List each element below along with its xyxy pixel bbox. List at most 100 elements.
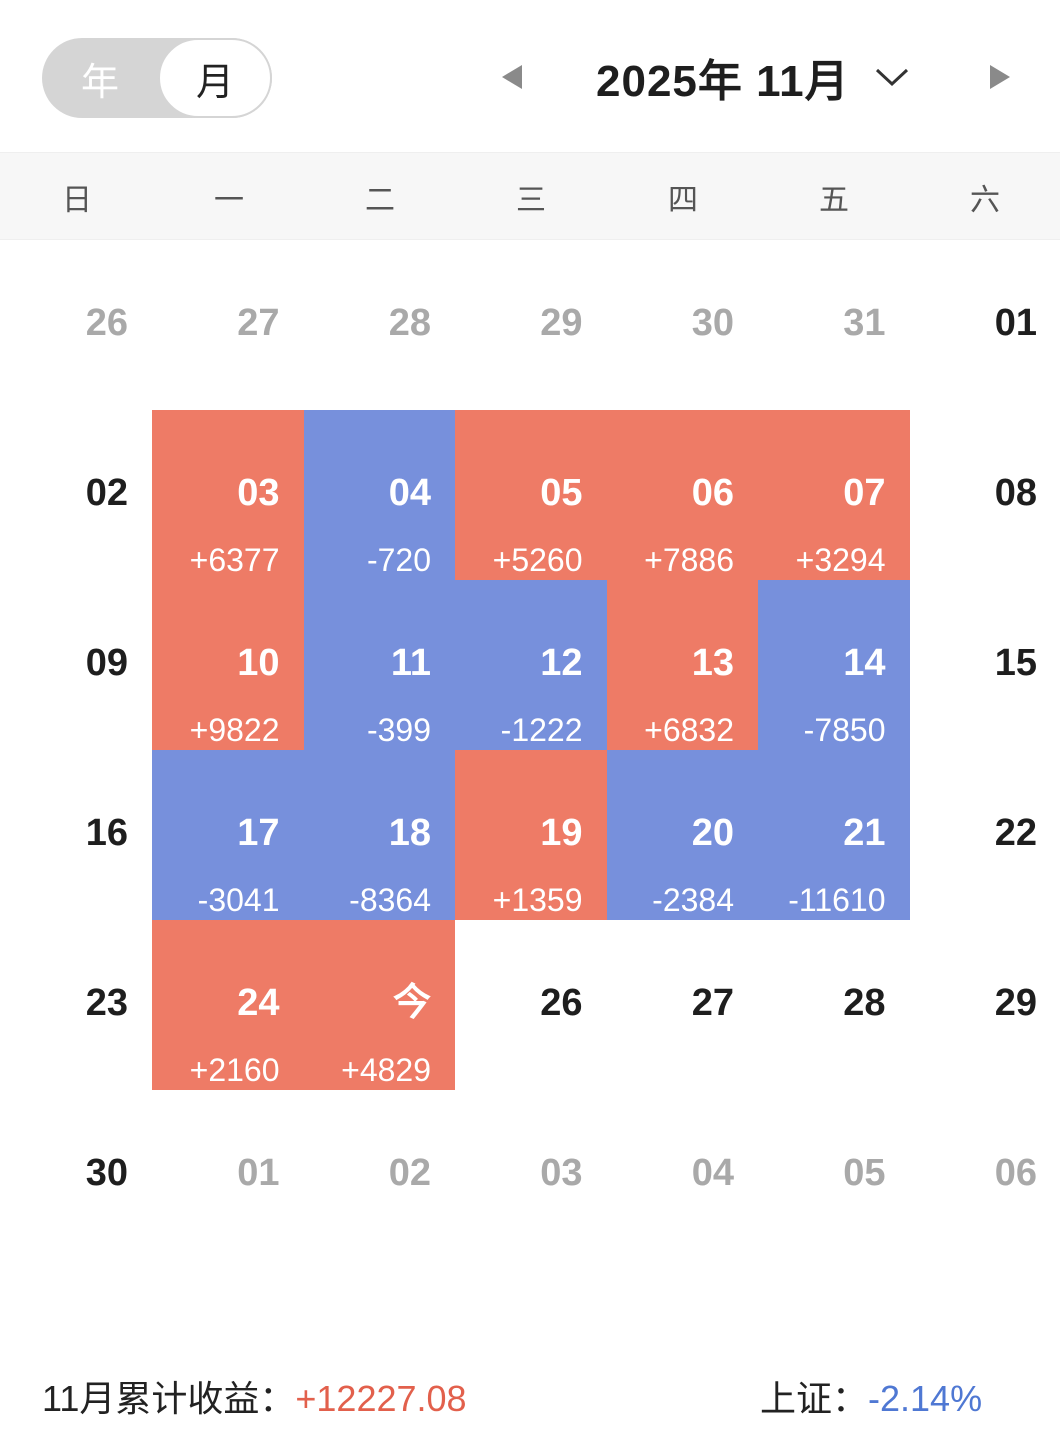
day-number: 01	[994, 302, 1037, 344]
day-cell[interactable]: 29	[910, 920, 1060, 1090]
day-pnl: +5260	[492, 542, 583, 578]
day-number: 02	[388, 1152, 431, 1194]
summary-label: 11月累计收益：	[42, 1378, 296, 1419]
day-cell[interactable]: 26	[455, 920, 607, 1090]
day-cell-down[interactable]: 20 -2384	[606, 750, 758, 920]
monthly-summary: 11月累计收益：+12227.08	[42, 1370, 467, 1422]
day-cell[interactable]: 06	[910, 1090, 1060, 1260]
year-month-toggle[interactable]: 年 月	[42, 38, 272, 118]
day-cell[interactable]: 09	[1, 580, 153, 750]
day-pnl: -720	[366, 542, 431, 578]
day-number: 23	[85, 982, 128, 1024]
day-cell-down[interactable]: 17 -3041	[152, 750, 304, 920]
month-picker[interactable]: 2025年 11月	[596, 44, 910, 110]
day-number: 27	[237, 302, 280, 344]
triangle-left-icon[interactable]	[500, 62, 524, 92]
weekday-label: 二	[365, 184, 395, 217]
day-cell[interactable]: 15	[910, 580, 1060, 750]
day-cell[interactable]: 30	[1, 1090, 153, 1260]
day-cell[interactable]: 16	[1, 750, 153, 920]
day-pnl: +6377	[189, 542, 280, 578]
day-cell[interactable]: 04	[607, 1090, 759, 1260]
day-cell[interactable]: 01	[910, 240, 1060, 410]
day-pnl: -7850	[803, 712, 886, 748]
weekday-label: 五	[819, 184, 849, 217]
day-cell-up[interactable]: 24 +2160	[152, 920, 304, 1090]
day-cell[interactable]: 28	[304, 240, 456, 410]
day-pnl: +9822	[189, 712, 280, 748]
day-number: 今	[392, 982, 431, 1024]
weekday-header: 日 一 二 三 四 五 六	[0, 152, 1060, 240]
day-cell[interactable]: 23	[1, 920, 153, 1090]
day-number: 12	[540, 642, 583, 684]
day-pnl: -8364	[349, 882, 431, 918]
day-cell-up[interactable]: 13 +6832	[606, 580, 758, 750]
day-number: 29	[540, 302, 583, 344]
day-cell[interactable]: 22	[910, 750, 1060, 920]
day-number: 04	[691, 1152, 734, 1194]
day-number: 27	[691, 982, 734, 1024]
day-pnl: +3294	[795, 542, 886, 578]
day-cell[interactable]: 29	[455, 240, 607, 410]
day-cell-down[interactable]: 04 -720	[303, 410, 455, 580]
day-cell[interactable]: 01	[152, 1090, 304, 1260]
day-number: 18	[388, 812, 431, 854]
day-number: 20	[691, 812, 734, 854]
day-pnl: +6832	[644, 712, 734, 748]
day-cell-down[interactable]: 14 -7850	[758, 580, 910, 750]
day-cell-down[interactable]: 21 -11610	[758, 750, 910, 920]
day-cell-down[interactable]: 11 -399	[303, 580, 455, 750]
day-number: 13	[691, 642, 734, 684]
day-number: 11	[390, 642, 431, 684]
weekday-label: 三	[516, 184, 546, 217]
day-number: 01	[237, 1152, 280, 1194]
day-cell-up[interactable]: 19 +1359	[455, 750, 607, 920]
day-cell[interactable]: 31	[758, 240, 910, 410]
day-number: 02	[85, 472, 128, 514]
toggle-year-option[interactable]: 年	[80, 61, 119, 104]
day-number: 24	[237, 982, 280, 1024]
day-number: 04	[388, 472, 431, 514]
toggle-month-option[interactable]: 月	[158, 38, 272, 118]
day-cell[interactable]: 03	[455, 1090, 607, 1260]
day-number: 09	[85, 642, 128, 684]
weekday-label: 六	[970, 184, 1000, 217]
day-cell[interactable]: 08	[910, 410, 1060, 580]
day-number: 26	[540, 982, 583, 1024]
day-pnl: +7886	[644, 542, 734, 578]
index-change: 上证：-2.14%	[760, 1370, 982, 1422]
weekday-label: 日	[62, 184, 92, 217]
day-pnl: -399	[366, 712, 431, 748]
day-number: 10	[237, 642, 280, 684]
day-cell[interactable]: 26	[1, 240, 153, 410]
triangle-right-icon[interactable]	[988, 62, 1012, 92]
day-number: 07	[843, 472, 886, 514]
day-number: 17	[237, 812, 280, 854]
day-cell-down[interactable]: 18 -8364	[303, 750, 455, 920]
index-value: -2.14%	[868, 1378, 983, 1419]
day-cell[interactable]: 30	[607, 240, 759, 410]
day-number: 30	[85, 1152, 128, 1194]
month-title: 2025年 11月	[596, 57, 850, 106]
day-cell[interactable]: 02	[304, 1090, 456, 1260]
day-number: 16	[85, 812, 128, 854]
day-cell-down[interactable]: 12 -1222	[455, 580, 607, 750]
day-pnl: +2160	[189, 1052, 280, 1088]
day-cell-up[interactable]: 今 +4829	[303, 920, 455, 1090]
day-cell[interactable]: 27	[607, 920, 759, 1090]
day-number: 08	[994, 472, 1037, 514]
day-number: 21	[843, 812, 886, 854]
calendar-header: 年 月 2025年 11月	[0, 0, 1060, 152]
day-cell-up[interactable]: 10 +9822	[152, 580, 304, 750]
day-cell[interactable]: 27	[152, 240, 304, 410]
day-cell[interactable]: 28	[758, 920, 910, 1090]
day-cell-up[interactable]: 05 +5260	[455, 410, 607, 580]
day-cell-up[interactable]: 07 +3294	[758, 410, 910, 580]
day-cell-up[interactable]: 06 +7886	[606, 410, 758, 580]
day-cell[interactable]: 02	[1, 410, 153, 580]
summary-bar: 11月累计收益：+12227.08 上证：-2.14%	[0, 1360, 1060, 1420]
day-cell-up[interactable]: 03 +6377	[152, 410, 304, 580]
index-label: 上证：	[760, 1378, 869, 1419]
day-number: 26	[85, 302, 128, 344]
day-cell[interactable]: 05	[758, 1090, 910, 1260]
